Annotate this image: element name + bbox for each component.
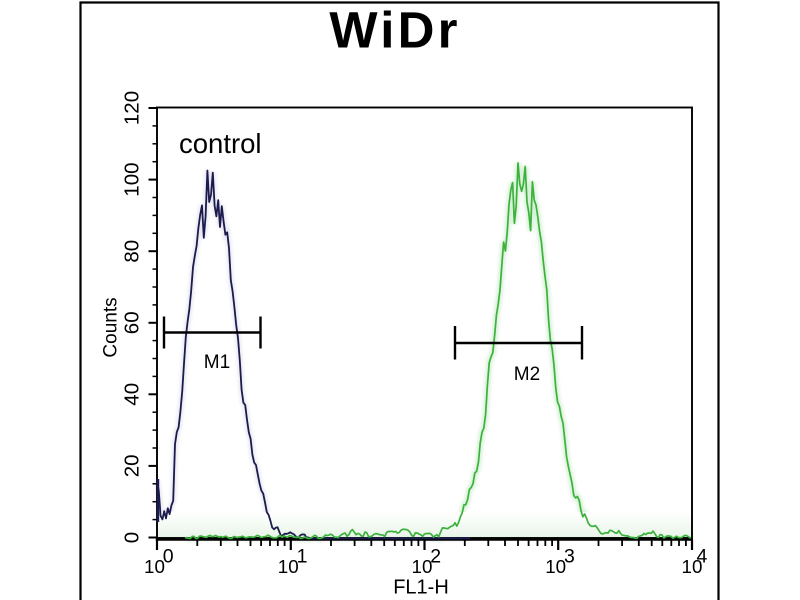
svg-text:20: 20 — [121, 454, 144, 477]
svg-text:0: 0 — [121, 532, 144, 543]
svg-text:80: 80 — [121, 240, 144, 263]
svg-text:control: control — [179, 128, 262, 159]
svg-text:10: 10 — [144, 556, 165, 577]
svg-text:120: 120 — [121, 91, 144, 125]
svg-text:Counts: Counts — [101, 297, 122, 357]
svg-text:M2: M2 — [514, 364, 540, 385]
svg-text:100: 100 — [121, 162, 144, 196]
svg-text:10: 10 — [412, 556, 433, 577]
svg-text:0: 0 — [163, 546, 174, 568]
svg-text:60: 60 — [121, 311, 144, 334]
svg-text:M1: M1 — [204, 352, 230, 373]
svg-text:FL1-H: FL1-H — [393, 577, 449, 599]
svg-text:10: 10 — [545, 556, 566, 577]
svg-text:2: 2 — [430, 546, 441, 568]
svg-text:40: 40 — [121, 383, 144, 406]
svg-text:10: 10 — [682, 556, 703, 577]
svg-text:4: 4 — [697, 546, 708, 568]
svg-text:1: 1 — [297, 546, 308, 568]
svg-text:10: 10 — [278, 556, 299, 577]
svg-text:WiDr: WiDr — [329, 2, 460, 59]
svg-text:3: 3 — [564, 546, 575, 568]
